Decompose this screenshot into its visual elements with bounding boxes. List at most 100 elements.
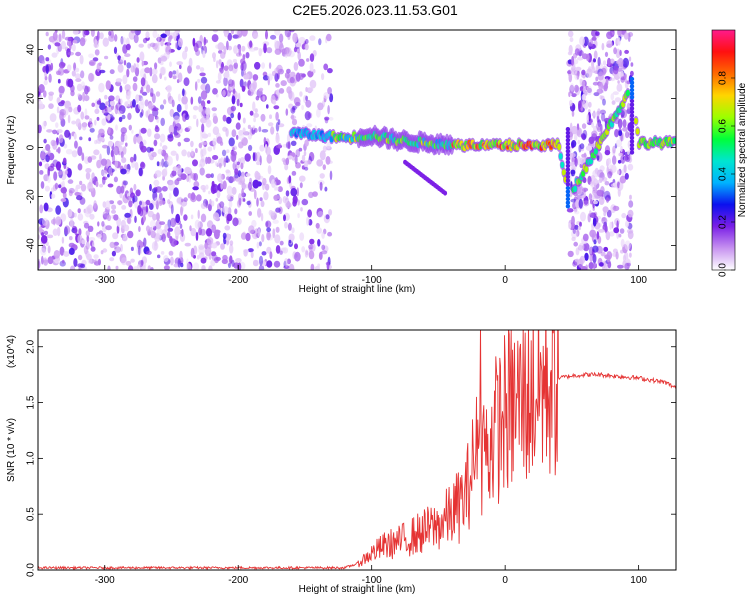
noise-blob bbox=[620, 76, 625, 83]
noise-blob bbox=[618, 152, 623, 157]
boundary-streak bbox=[629, 120, 635, 126]
noise-blob bbox=[222, 232, 227, 240]
noise-blob bbox=[317, 263, 321, 268]
noise-blob bbox=[206, 100, 211, 104]
noise-blob bbox=[169, 109, 175, 117]
noise-blob bbox=[257, 208, 262, 218]
noise-blob bbox=[168, 192, 172, 200]
noise-blob bbox=[241, 60, 247, 71]
noise-blob bbox=[609, 231, 615, 237]
noise-blob bbox=[84, 115, 90, 120]
noise-blob bbox=[101, 221, 105, 227]
noise-blob bbox=[96, 116, 100, 121]
boundary-streak bbox=[565, 182, 571, 187]
noise-blob bbox=[178, 72, 183, 83]
noise-blob bbox=[322, 164, 326, 171]
signal-core bbox=[573, 185, 578, 192]
noise-blob bbox=[71, 150, 78, 158]
noise-blob bbox=[259, 197, 263, 202]
noise-blob bbox=[288, 175, 292, 184]
noise-blob bbox=[290, 188, 298, 197]
noise-blob bbox=[85, 230, 91, 237]
noise-blob bbox=[128, 200, 133, 208]
noise-blob bbox=[619, 183, 623, 191]
noise-blob bbox=[102, 201, 107, 208]
noise-blob bbox=[613, 227, 620, 234]
noise-blob bbox=[167, 92, 172, 101]
noise-blob bbox=[597, 108, 601, 115]
noise-blob bbox=[198, 105, 204, 113]
noise-blob bbox=[288, 239, 292, 244]
noise-blob bbox=[149, 219, 156, 228]
noise-blob bbox=[177, 141, 182, 147]
noise-blob bbox=[253, 117, 256, 123]
noise-blob bbox=[172, 75, 177, 80]
noise-blob bbox=[617, 170, 620, 175]
noise-blob bbox=[270, 126, 275, 135]
noise-blob bbox=[125, 43, 131, 51]
noise-blob bbox=[626, 228, 634, 234]
noise-blob bbox=[101, 118, 107, 126]
noise-blob bbox=[131, 129, 134, 134]
noise-blob bbox=[154, 115, 159, 120]
noise-blob bbox=[190, 149, 194, 157]
noise-blob bbox=[157, 33, 160, 43]
noise-blob bbox=[91, 102, 95, 108]
boundary-streak bbox=[629, 91, 635, 96]
noise-blob bbox=[199, 72, 206, 77]
noise-blob bbox=[301, 104, 304, 111]
noise-blob bbox=[223, 65, 229, 71]
noise-blob bbox=[123, 59, 127, 66]
noise-blob bbox=[625, 220, 629, 228]
noise-blob bbox=[289, 76, 295, 84]
noise-blob bbox=[47, 44, 52, 50]
noise-blob bbox=[299, 182, 303, 189]
noise-blob bbox=[113, 214, 119, 221]
noise-blob bbox=[622, 254, 627, 262]
bottom-x-tick-label: -100 bbox=[362, 575, 382, 586]
boundary-streak bbox=[565, 171, 571, 176]
noise-blob bbox=[306, 216, 310, 226]
noise-blob bbox=[248, 211, 252, 216]
noise-blob bbox=[222, 206, 229, 214]
noise-blob bbox=[299, 232, 305, 241]
noise-blob bbox=[125, 142, 128, 147]
noise-blob bbox=[65, 169, 68, 175]
noise-blob bbox=[294, 251, 301, 262]
noise-blob bbox=[71, 120, 76, 125]
noise-blob bbox=[307, 70, 314, 78]
noise-blob bbox=[305, 250, 309, 255]
noise-blob bbox=[186, 174, 190, 183]
noise-blob bbox=[245, 52, 250, 59]
noise-blob bbox=[170, 204, 174, 215]
noise-blob bbox=[301, 246, 306, 253]
noise-blob bbox=[40, 181, 45, 189]
noise-blob bbox=[219, 67, 224, 74]
noise-blob bbox=[139, 112, 143, 118]
noise-blob bbox=[566, 208, 574, 213]
noise-blob bbox=[192, 186, 199, 191]
noise-blob bbox=[138, 167, 143, 177]
noise-blob bbox=[41, 245, 47, 253]
noise-blob bbox=[106, 145, 111, 156]
figure-title: C2E5.2026.023.11.53.G01 bbox=[292, 2, 458, 18]
noise-blob bbox=[227, 207, 232, 215]
noise-blob bbox=[571, 229, 578, 239]
noise-blob bbox=[226, 116, 232, 124]
noise-blob bbox=[226, 40, 229, 51]
noise-blob bbox=[56, 226, 61, 237]
noise-blob bbox=[591, 112, 596, 117]
top-y-tick-label: -20 bbox=[26, 189, 37, 204]
noise-blob bbox=[101, 108, 108, 114]
snr-multiplier-label: (x10^4) bbox=[6, 335, 17, 368]
noise-blob bbox=[108, 95, 115, 102]
noise-blob bbox=[277, 142, 282, 149]
noise-blob bbox=[212, 137, 217, 147]
noise-blob bbox=[159, 104, 165, 110]
noise-blob bbox=[230, 30, 235, 35]
noise-blob bbox=[273, 181, 277, 191]
noise-blob bbox=[607, 57, 611, 67]
noise-blob bbox=[38, 161, 43, 167]
noise-blob bbox=[186, 262, 190, 269]
noise-blob bbox=[124, 212, 131, 218]
